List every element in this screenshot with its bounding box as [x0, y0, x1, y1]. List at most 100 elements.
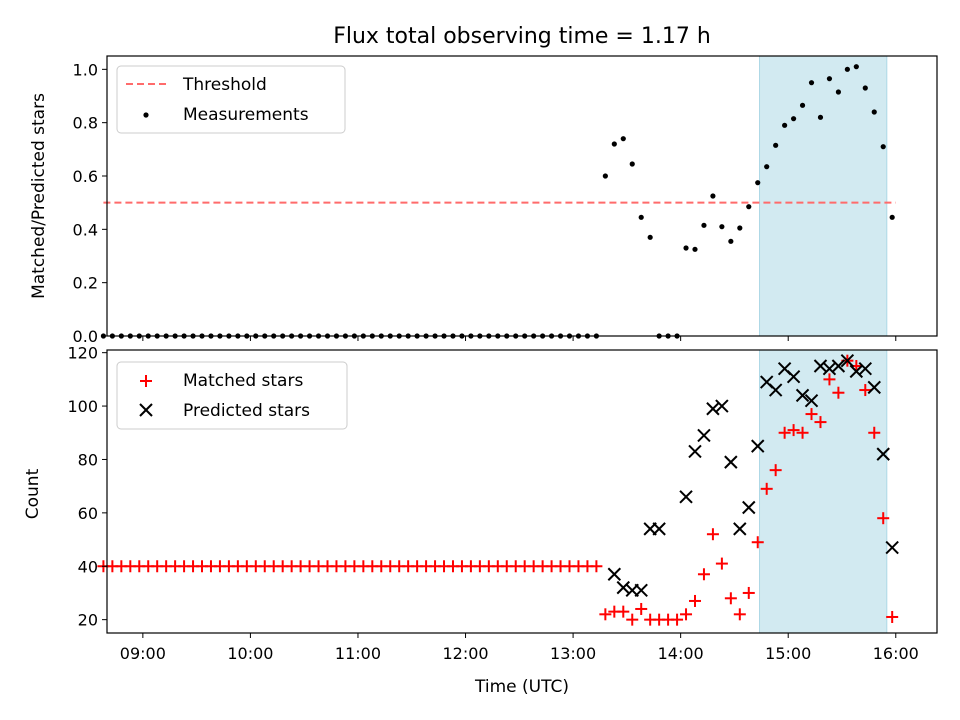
- x-tick-label: 12:00: [442, 644, 488, 663]
- y-tick-label: 100: [67, 397, 98, 416]
- matched-stars-point: [688, 594, 701, 607]
- y-tick-label: 40: [78, 557, 98, 576]
- measurements-point: [755, 180, 761, 186]
- predicted-stars-point: [795, 388, 810, 403]
- predicted-stars-point: [607, 567, 622, 581]
- measurements-point: [773, 142, 779, 148]
- x-tick-label: 09:00: [120, 644, 166, 663]
- matched-stars-point: [733, 608, 746, 621]
- matched-stars-point: [697, 568, 710, 581]
- measurements-point: [799, 102, 806, 108]
- measurements-point: [817, 114, 824, 120]
- x-tick-label: 11:00: [335, 644, 381, 663]
- bottom-legend-box: [116, 361, 348, 430]
- matched-stars-point: [778, 426, 791, 439]
- measurements-point: [764, 164, 770, 170]
- x-axis-label: Time (UTC): [474, 677, 569, 697]
- bottom-axes-frame: [106, 349, 938, 634]
- top-y-ticks: 0.0 0.2 0.4 0.6 0.8 1.0: [73, 60, 107, 346]
- legend-predicted-swatch: [139, 403, 153, 417]
- predicted-stars-point: [733, 522, 747, 536]
- legend-matched-label: Matched stars: [183, 371, 303, 391]
- x-tick-label: 15:00: [765, 644, 811, 663]
- measurements-point: [844, 66, 850, 72]
- bottom-highlight-span: [759, 349, 888, 634]
- measurements-point: [638, 214, 644, 220]
- matched-stars-point: [724, 592, 737, 605]
- matched-stars-point: [590, 560, 603, 573]
- x-tick-label: 14:00: [658, 644, 704, 663]
- predicted-stars-point: [652, 522, 666, 536]
- matched-stars-point: [787, 424, 800, 437]
- measurements-point: [719, 224, 725, 230]
- top-highlight-span: [759, 55, 888, 337]
- matched-stars-point: [823, 373, 836, 386]
- predicted-stars-point: [768, 383, 783, 397]
- predicted-stars-point: [876, 447, 890, 461]
- measurements-point: [620, 136, 626, 142]
- matched-stars-point: [886, 610, 899, 623]
- y-tick-label: 0.2: [73, 274, 98, 293]
- chart-title: Flux total observing time = 1.17 h: [333, 24, 711, 49]
- top-legend: Threshold Measurements: [116, 65, 346, 134]
- predicted-stars-point: [697, 428, 711, 443]
- legend-threshold-label: Threshold: [182, 75, 267, 95]
- measurements-point: [629, 161, 635, 167]
- highlight-span: [759, 55, 888, 337]
- legend-predicted-label: Predicted stars: [183, 401, 310, 421]
- matched-stars-point: [617, 605, 630, 618]
- matched-stars-point: [671, 613, 684, 626]
- measurements-point: [701, 222, 707, 228]
- top-x-ticks: [142, 336, 897, 341]
- predicted-stars-point: [849, 364, 864, 379]
- measurements-point: [602, 173, 608, 179]
- matched-stars-point: [769, 464, 782, 477]
- y-tick-label: 0.4: [73, 220, 98, 239]
- measurements-point: [728, 238, 734, 244]
- x-tick-label: 10:00: [227, 644, 273, 663]
- matched-stars-point: [868, 426, 881, 439]
- matched-stars-point: [742, 586, 755, 599]
- top-data-marks: [100, 64, 896, 339]
- y-tick-label: 1.0: [73, 60, 98, 79]
- legend-measurements-label: Measurements: [183, 105, 309, 125]
- predicted-stars-point: [751, 439, 765, 453]
- y-tick-label: 120: [67, 344, 98, 363]
- predicted-stars-point: [616, 580, 630, 595]
- matched-stars-point: [832, 386, 845, 399]
- bottom-panel: 20 40 60 80 100 120 09:00 10:00 11:00 12:00 13:00…: [23, 344, 938, 663]
- matched-stars-point: [626, 613, 639, 626]
- y-tick-label: 0.6: [73, 167, 98, 186]
- top-axes-frame: [106, 55, 938, 337]
- measurements-point: [782, 122, 788, 128]
- predicted-stars-point: [822, 361, 837, 376]
- bottom-legend: Matched stars Predicted stars: [116, 361, 348, 430]
- matched-stars-point: [715, 557, 728, 570]
- predicted-stars-point: [786, 369, 801, 384]
- bottom-y-ticks: 20 40 60 80 100 120: [67, 344, 107, 630]
- top-y-axis-label: Matched/Predicted stars: [29, 93, 49, 299]
- measurements-point: [710, 193, 716, 199]
- measurements-point: [692, 246, 698, 252]
- predicted-stars-point: [679, 490, 693, 504]
- predicted-stars-point: [885, 540, 899, 555]
- measurements-point: [746, 204, 752, 210]
- matched-stars-point: [877, 512, 890, 525]
- measurements-point: [647, 234, 653, 240]
- matched-stars-point: [859, 384, 872, 397]
- predicted-stars-point: [706, 402, 720, 416]
- top-legend-box: [116, 65, 346, 134]
- measurements-point: [853, 64, 859, 70]
- top-panel: 0.0 0.2 0.4 0.6 0.8 1.0 Matched/Predicted sta…: [29, 55, 938, 346]
- measurements-point: [683, 245, 689, 251]
- predicted-stars-point: [715, 399, 729, 413]
- matched-stars-point: [599, 608, 612, 621]
- measurements-point: [889, 214, 895, 220]
- matched-stars-point: [680, 608, 693, 621]
- y-tick-label: 80: [78, 450, 98, 469]
- predicted-stars-point: [688, 444, 702, 459]
- matched-stars-point: [706, 528, 719, 541]
- legend-measurements-swatch: [143, 112, 149, 118]
- predicted-stars-point: [742, 500, 756, 515]
